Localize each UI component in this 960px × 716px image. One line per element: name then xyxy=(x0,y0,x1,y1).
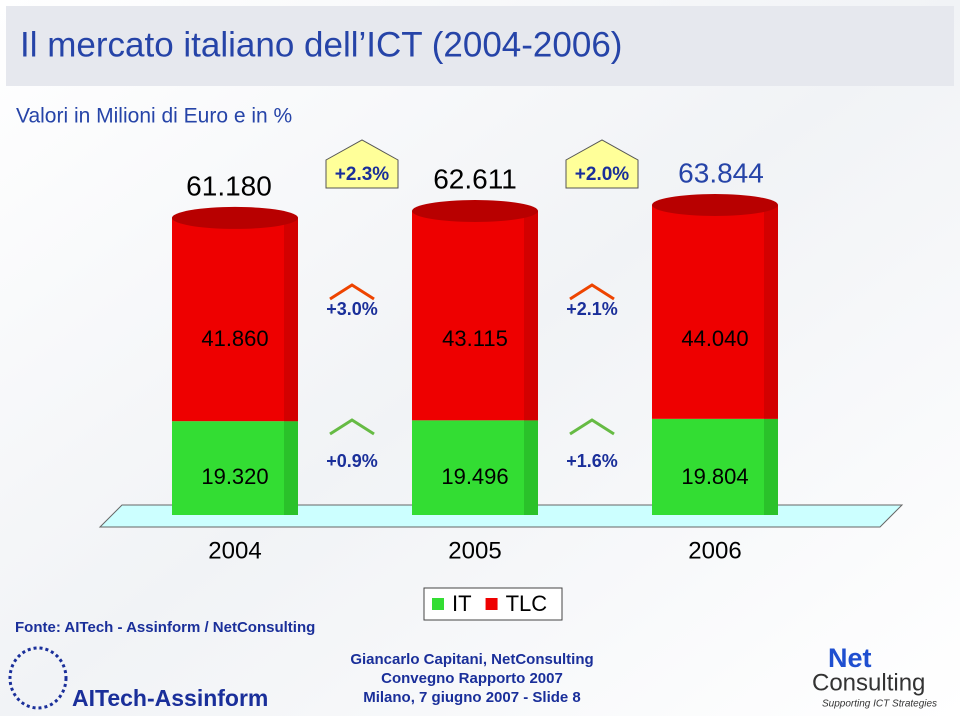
growth-arrow xyxy=(565,139,639,189)
growth-label: +2.1% xyxy=(566,299,618,319)
total-label: 63.844 xyxy=(678,157,764,188)
bar-segment xyxy=(172,421,298,515)
legend-swatch xyxy=(485,598,498,610)
growth-chevron xyxy=(569,418,615,436)
bar-shade xyxy=(284,421,298,515)
footer-line: Giancarlo Capitani, NetConsulting xyxy=(350,651,593,668)
growth-label: +1.6% xyxy=(566,451,618,471)
value-label: 44.040 xyxy=(681,326,748,351)
footer-line: Convegno Rapporto 2007 xyxy=(381,670,563,687)
bar-shade xyxy=(284,217,298,422)
growth-label: +2.3% xyxy=(335,164,390,185)
growth-chevron xyxy=(569,283,615,301)
logo-text: Consulting xyxy=(812,669,925,696)
logo-right: Net Consulting Supporting ICT Strategies xyxy=(812,643,937,710)
source: Fonte: AITech - Assinform / NetConsultin… xyxy=(15,619,315,636)
value-label: 43.115 xyxy=(442,326,508,351)
growth-chevron xyxy=(329,283,375,301)
bar-segment xyxy=(412,210,538,421)
value-label: 19.804 xyxy=(681,464,748,489)
x-tick-label: 2005 xyxy=(448,537,501,564)
value-label: 19.496 xyxy=(441,464,508,489)
growth-label: +0.9% xyxy=(326,451,378,471)
value-label: 19.320 xyxy=(201,464,268,489)
bar-shade xyxy=(764,205,778,419)
logo-mark xyxy=(8,646,68,710)
bar-shade xyxy=(524,210,538,421)
title-band xyxy=(6,6,954,86)
bar-top xyxy=(652,194,778,216)
title: Il mercato italiano dell’ICT (2004-2006) xyxy=(20,25,622,64)
x-tick-label: 2004 xyxy=(208,537,261,564)
legend: IT TLC xyxy=(432,591,547,616)
chart: 2004 61.180 41.860 19.320 2005 62.611 43.115 19… xyxy=(172,139,778,564)
footer-line: Milano, 7 giugno 2007 - Slide 8 xyxy=(363,689,581,706)
total-label: 61.180 xyxy=(186,170,272,201)
logo-tagline: Supporting ICT Strategies xyxy=(822,699,937,710)
growth-label: +3.0% xyxy=(326,299,378,319)
growth-arrow xyxy=(325,139,399,189)
logo-text: AITech-Assinform xyxy=(72,685,268,711)
bar-segment xyxy=(412,420,538,515)
bar-segment xyxy=(172,217,298,422)
bar-shade xyxy=(524,420,538,515)
legend-label: IT xyxy=(452,591,472,616)
logo-left: AITech-Assinform xyxy=(8,646,268,711)
bar-top xyxy=(172,206,298,229)
bar-segment xyxy=(652,205,778,419)
bar-top xyxy=(412,199,538,222)
logo-text: Net xyxy=(828,643,872,673)
growth-label: +2.0% xyxy=(575,164,630,185)
bar-segment xyxy=(652,418,778,515)
value-label: 41.860 xyxy=(201,326,268,351)
bar-shade xyxy=(764,418,778,515)
total-label: 62.611 xyxy=(433,163,517,194)
legend-label: TLC xyxy=(506,591,548,616)
growth-chevron xyxy=(329,418,375,436)
x-tick-label: 2006 xyxy=(688,537,741,564)
legend-swatch xyxy=(432,598,444,610)
subtitle: Valori in Milioni di Euro e in % xyxy=(16,105,292,128)
